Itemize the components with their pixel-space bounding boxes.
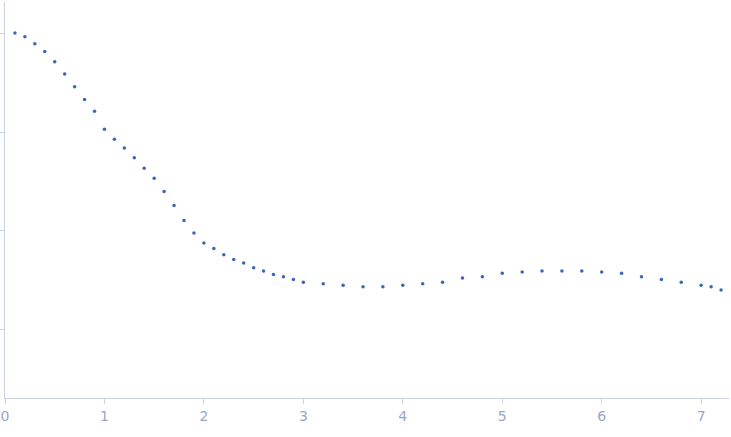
- svg-text:2: 2: [199, 408, 208, 424]
- svg-text:1: 1: [100, 408, 109, 424]
- svg-text:5: 5: [498, 408, 507, 424]
- svg-text:3: 3: [299, 408, 308, 424]
- svg-text:0: 0: [1, 408, 10, 424]
- svg-text:4: 4: [398, 408, 407, 424]
- svg-text:7: 7: [697, 408, 706, 424]
- svg-text:6: 6: [597, 408, 606, 424]
